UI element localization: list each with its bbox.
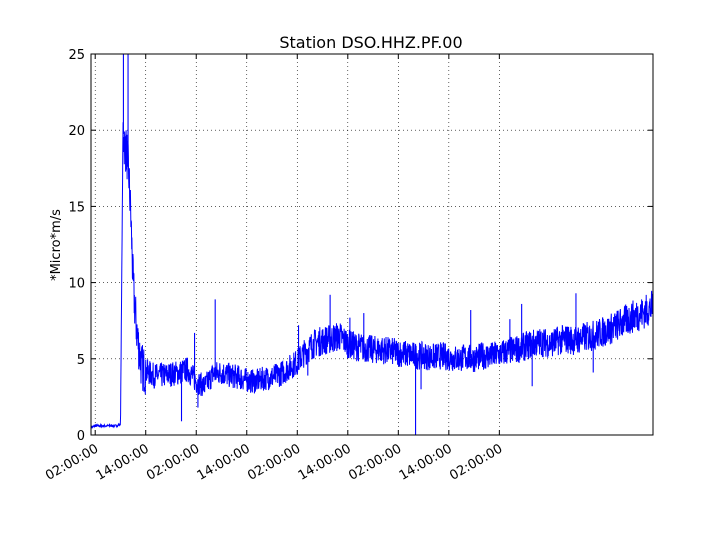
series-line bbox=[91, 122, 653, 429]
x-tick-label: 14:00:00 bbox=[195, 441, 253, 483]
y-axis: 0 5 10 15 20 25 bbox=[68, 48, 653, 444]
y-tick-label: 20 bbox=[68, 124, 85, 139]
x-axis: 02:00:0014:00:0002:00:0014:00:0002:00:00… bbox=[43, 54, 505, 484]
y-tick-label: 25 bbox=[68, 48, 85, 63]
y-tick-label: 10 bbox=[68, 277, 85, 292]
y-axis-label: *Micro*m/s bbox=[49, 209, 64, 281]
x-tick-label: 02:00:00 bbox=[245, 441, 303, 483]
x-tick-label: 02:00:00 bbox=[346, 441, 404, 483]
x-tick-label: 02:00:00 bbox=[447, 441, 505, 483]
chart-title: Station DSO.HHZ.PF.00 bbox=[279, 33, 462, 52]
series-group bbox=[91, 54, 653, 435]
x-tick-label: 14:00:00 bbox=[397, 441, 455, 483]
y-tick-label: 15 bbox=[68, 200, 85, 215]
y-tick-label: 5 bbox=[77, 353, 85, 368]
plot-frame bbox=[90, 53, 654, 436]
x-tick-label: 14:00:00 bbox=[94, 441, 152, 483]
x-tick-label: 02:00:00 bbox=[144, 441, 202, 483]
y-tick-label: 0 bbox=[77, 429, 85, 444]
x-tick-label: 14:00:00 bbox=[296, 441, 354, 483]
x-tick-label: 02:00:00 bbox=[43, 441, 101, 483]
